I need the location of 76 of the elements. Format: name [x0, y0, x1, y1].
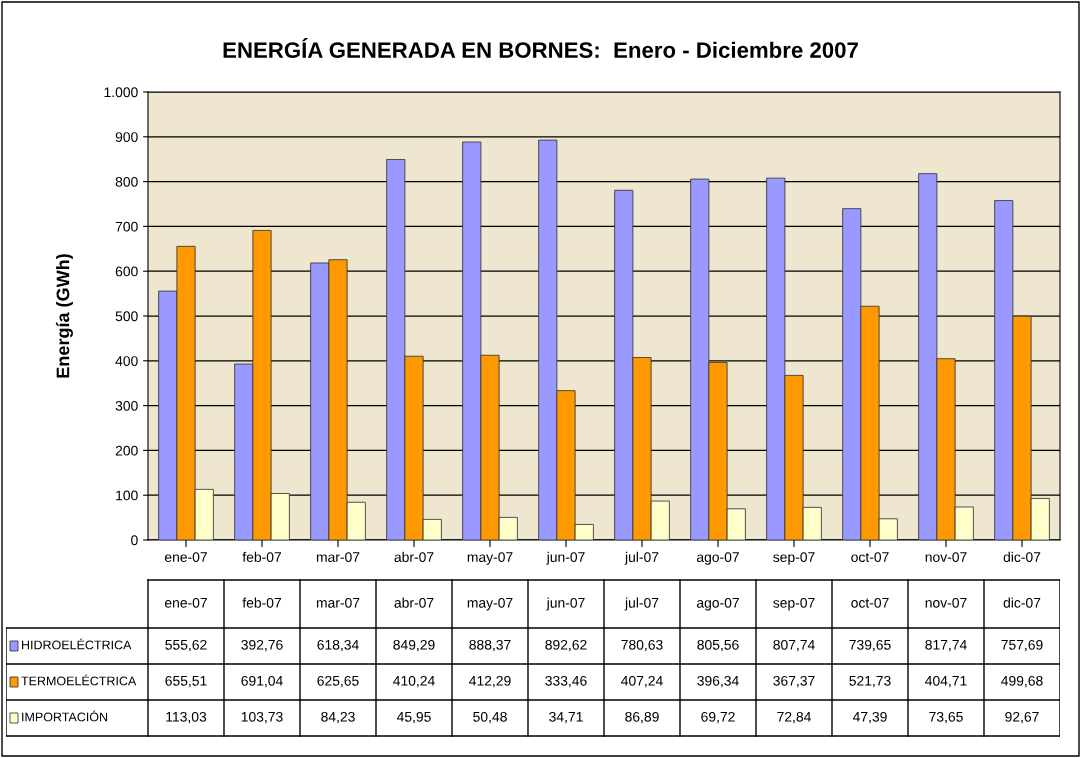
x-tick-label: feb-07 — [242, 551, 281, 563]
data-label: 757,69 — [1001, 639, 1043, 652]
data-label: 333,46 — [545, 675, 587, 688]
data-label: 392,76 — [241, 639, 283, 652]
data-label: 407,24 — [621, 675, 663, 688]
y-tick-label: 800 — [115, 176, 138, 187]
data-label: 50,48 — [473, 711, 507, 724]
data-label: 113,03 — [166, 711, 207, 724]
x-tick-label: sep-07 — [773, 552, 815, 565]
data-label: 555,62 — [165, 639, 207, 652]
data-label: 849,29 — [393, 639, 435, 652]
x-tick-label: ene-07 — [164, 552, 207, 563]
data-label: 817,74 — [925, 639, 967, 652]
data-label: 625,65 — [317, 675, 359, 688]
category-label: dic-07 — [1003, 597, 1041, 608]
y-tick-label: 700 — [115, 221, 138, 232]
y-tick-label: 400 — [115, 356, 138, 366]
x-tick-label: nov-07 — [925, 552, 967, 563]
data-label: 103,73 — [241, 711, 283, 724]
category-label: feb-07 — [242, 597, 281, 608]
data-label: 521,73 — [849, 675, 891, 688]
data-label: 805,56 — [697, 639, 739, 652]
y-tick-label: 200 — [115, 445, 138, 456]
data-label: 618,34 — [317, 639, 359, 652]
x-tick-label: mar-07 — [316, 552, 360, 563]
data-label: 499,68 — [1001, 675, 1043, 688]
category-label: sep-07 — [773, 597, 815, 611]
y-tick-label: 1.000 — [104, 87, 138, 98]
x-tick-label: jun-07 — [546, 551, 585, 565]
data-label: 34,71 — [549, 711, 583, 724]
data-label: 892,62 — [545, 639, 587, 652]
y-tick-label: 900 — [115, 132, 138, 142]
data-label: 888,37 — [469, 639, 511, 652]
data-label: 807,74 — [773, 639, 815, 652]
data-label: 739,65 — [849, 639, 891, 652]
data-label: 367,37 — [773, 675, 815, 688]
legend-label: TERMOELÉCTRICA — [21, 674, 137, 686]
category-label: may-07 — [467, 597, 513, 611]
legend-label: HIDROELÉCTRICA — [22, 638, 132, 650]
y-tick-label: 500 — [115, 311, 138, 322]
data-label: 73,65 — [929, 711, 963, 724]
data-label: 69,72 — [701, 711, 735, 724]
category-label: ago-07 — [696, 597, 739, 611]
x-tick-label: jul-07 — [624, 551, 659, 565]
category-label: jul-07 — [624, 597, 659, 611]
data-label: 396,34 — [697, 675, 739, 688]
data-label: 655,51 — [165, 675, 207, 688]
data-label: 72,84 — [777, 711, 811, 724]
y-tick-label: 0 — [131, 535, 138, 546]
legend-label: IMPORTACIÓN — [22, 710, 108, 722]
category-label: mar-07 — [316, 597, 360, 608]
data-label: 47,39 — [852, 711, 887, 724]
data-label: 412,29 — [469, 675, 511, 688]
y-tick-label: 600 — [115, 266, 138, 277]
y-axis-title: Energía (GWh) — [55, 254, 73, 378]
data-label: 691,04 — [241, 675, 283, 688]
data-label: 410,24 — [393, 675, 435, 688]
data-label: 780,63 — [621, 639, 663, 652]
data-label: 45,95 — [396, 711, 431, 724]
data-label: 86,89 — [625, 711, 659, 724]
category-label: ene-07 — [164, 597, 207, 608]
x-tick-label: ago-07 — [696, 552, 739, 565]
data-label: 84,23 — [321, 711, 355, 724]
data-label: 92,67 — [1005, 711, 1039, 724]
category-label: abr-07 — [394, 597, 434, 608]
y-tick-label: 100 — [116, 490, 138, 501]
data-label: 404,71 — [925, 675, 967, 688]
x-tick-label: may-07 — [467, 552, 513, 565]
category-label: oct-07 — [851, 597, 889, 608]
category-label: nov-07 — [925, 597, 967, 608]
category-label: jun-07 — [546, 597, 585, 611]
chart-title: ENERGÍA GENERADA EN BORNES: Enero - Diciembre 2007 — [223, 38, 858, 58]
y-tick-label: 300 — [115, 400, 138, 411]
x-tick-label: abr-07 — [394, 551, 434, 563]
x-tick-label: dic-07 — [1003, 551, 1041, 563]
x-tick-label: oct-07 — [851, 552, 889, 563]
